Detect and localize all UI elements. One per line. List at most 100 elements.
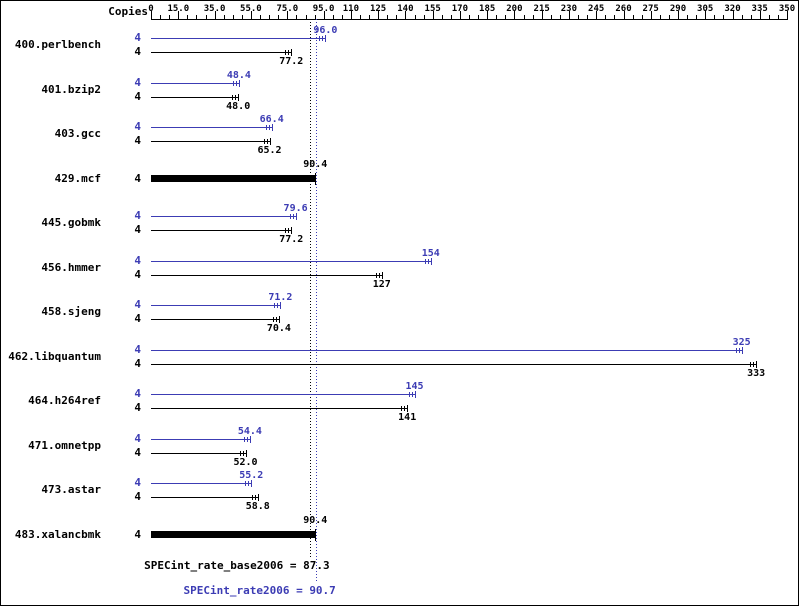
axis-major-tick [432, 11, 434, 19]
axis-tick-label: 275 [642, 4, 659, 14]
bar-value-peak: 145 [405, 381, 424, 392]
bar-base [151, 408, 408, 409]
bar-run-tick [272, 317, 274, 322]
copies-value: 4 [134, 445, 141, 459]
axis-tick-label: 305 [697, 4, 714, 14]
copies-value: 4 [134, 356, 141, 370]
axis-major-tick [378, 11, 380, 19]
axis-major-tick [151, 11, 152, 19]
axis-minor-tick [187, 15, 189, 19]
bar-run-tick [242, 450, 244, 456]
copies-value: 4 [134, 31, 141, 44]
bar-run-tick [285, 228, 287, 233]
axis-major-tick [514, 11, 516, 19]
bar-run-tick [289, 214, 291, 219]
bar-value-peak: 325 [732, 336, 751, 348]
axis-minor-tick [523, 15, 525, 19]
axis-major-tick [568, 11, 570, 19]
bar-value-base: 52.0 [233, 456, 258, 468]
bar-run-tick [245, 481, 247, 486]
copies-value: 4 [134, 253, 141, 267]
bar-end-tick [291, 227, 293, 234]
axis-minor-tick [314, 15, 316, 19]
axis-major-tick [678, 11, 679, 19]
summary-base-line: SPECint_rate_base2006 = 87.3 [144, 559, 330, 572]
axis-tick-label: 335 [751, 4, 768, 14]
axis-tick-label: 95.0 [312, 4, 335, 14]
axis-minor-tick [369, 15, 371, 19]
axis-minor-tick [741, 15, 743, 19]
axis-minor-tick [632, 15, 634, 19]
axis-tick-label: 170 [451, 4, 469, 14]
bar-value-base: 127 [372, 278, 391, 290]
copies-value: 4 [134, 75, 141, 89]
copies-value: 4 [134, 120, 141, 133]
bar-run-tick [277, 303, 279, 308]
axis-major-tick [650, 11, 652, 19]
bar-value-base: 333 [747, 367, 766, 379]
bar-value-peak: 66.4 [259, 114, 284, 125]
axis-major-tick [541, 11, 543, 19]
copies-value: 4 [134, 490, 141, 503]
bar-end-tick [257, 494, 259, 501]
axis-minor-tick [260, 15, 261, 19]
bar-run-tick [248, 481, 250, 486]
bar-value-base: 90.4 [303, 514, 328, 526]
copies-value: 4 [134, 45, 141, 58]
bar-base [151, 230, 292, 231]
bar-run-tick [408, 392, 410, 397]
bar-base [151, 497, 258, 498]
bar-run-tick [404, 406, 406, 411]
copies-value: 4 [134, 223, 141, 236]
axis-minor-tick [296, 15, 298, 19]
axis-tick-label: 155 [424, 4, 441, 14]
bar-peak [151, 483, 252, 484]
bar-end-tick [381, 271, 383, 279]
bar-base [151, 52, 292, 53]
copies-value: 4 [134, 312, 141, 325]
axis-minor-tick [768, 15, 770, 19]
benchmark-label: 464.h264ref [28, 394, 101, 407]
axis-minor-tick [559, 15, 561, 19]
axis-minor-tick [641, 15, 643, 19]
bar-base-thick [151, 174, 316, 182]
axis-minor-tick [469, 15, 470, 19]
bar-end-tick [271, 124, 273, 131]
axis-major-tick [732, 11, 734, 19]
bar-peak [151, 82, 239, 84]
axis-major-tick [214, 11, 216, 19]
axis-major-tick [596, 11, 598, 19]
bar-value-peak: 48.4 [226, 69, 251, 81]
axis-minor-tick [305, 15, 307, 19]
copies-value: 4 [134, 527, 141, 541]
bar-end-tick [315, 172, 317, 185]
bar-peak [151, 260, 431, 262]
axis-minor-tick [360, 15, 361, 19]
bar-run-tick [378, 272, 380, 278]
copies-value: 4 [134, 209, 141, 222]
axis-tick-label: 260 [615, 4, 632, 14]
bar-run-tick [263, 139, 265, 144]
axis-minor-tick [169, 15, 171, 19]
bar-run-tick [427, 258, 429, 264]
bar-base-thick [151, 530, 316, 538]
bar-end-tick [251, 480, 253, 487]
axis-minor-tick [714, 15, 716, 19]
axis-tick-label: 200 [506, 4, 523, 14]
bar-end-tick [238, 93, 240, 101]
bar-run-tick [268, 125, 270, 130]
axis-tick-label: 0 [148, 4, 154, 14]
axis-tick-label: 245 [588, 4, 605, 14]
bar-run-tick [401, 406, 403, 411]
benchmark-label: 456.hmmer [41, 260, 101, 274]
axis-minor-tick [241, 15, 243, 19]
axis-tick-label: 350 [778, 4, 796, 14]
bar-peak [151, 38, 326, 39]
axis-major-tick [787, 11, 788, 19]
bar-base [151, 141, 270, 142]
axis-minor-tick [341, 15, 343, 19]
axis-tick-label: 75.0 [276, 4, 299, 14]
axis-tick-label: 140 [397, 4, 414, 14]
bar-peak [151, 127, 272, 128]
bar-run-tick [288, 228, 290, 233]
